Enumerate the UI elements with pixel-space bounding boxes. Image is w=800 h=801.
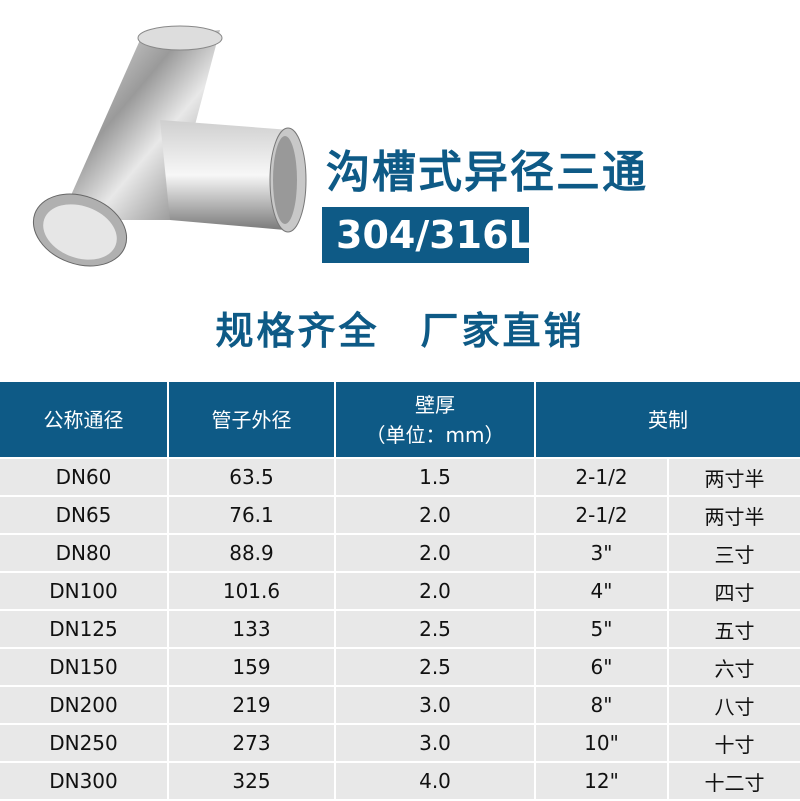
- table-cell: 四寸: [667, 571, 800, 611]
- table-cell: 十寸: [667, 723, 800, 763]
- table-cell: 4.0: [334, 761, 536, 801]
- table-cell: 133: [167, 609, 336, 649]
- table-cell: DN125: [0, 609, 169, 649]
- table-cell: 3": [534, 533, 669, 573]
- table-row: DN300 325 4.0 12" 十二寸: [0, 761, 800, 801]
- table-cell: DN100: [0, 571, 169, 611]
- table-row: DN200 219 3.0 8" 八寸: [0, 685, 800, 725]
- table-cell: 2.0: [334, 495, 536, 535]
- table-cell: 219: [167, 685, 336, 725]
- table-cell: 88.9: [167, 533, 336, 573]
- table-cell: 2.5: [334, 609, 536, 649]
- header-imperial: 英制: [534, 382, 800, 459]
- table-cell: DN250: [0, 723, 169, 763]
- table-cell: 6": [534, 647, 669, 687]
- table-cell: 十二寸: [667, 761, 800, 801]
- slogan: 规格齐全 厂家直销: [215, 309, 585, 353]
- table-cell: 5": [534, 609, 669, 649]
- table-cell: 两寸半: [667, 457, 800, 497]
- table-row: DN65 76.1 2.0 2-1/2 两寸半: [0, 495, 800, 535]
- table-cell: DN80: [0, 533, 169, 573]
- table-cell: DN60: [0, 457, 169, 497]
- table-cell: 63.5: [167, 457, 336, 497]
- table-cell: 2-1/2: [534, 495, 669, 535]
- product-title: 沟槽式异径三通: [326, 147, 648, 198]
- table-row: DN250 273 3.0 10" 十寸: [0, 723, 800, 763]
- table-header-row: 公称通径 管子外径 壁厚 （单位：mm） 英制: [0, 382, 800, 459]
- table-cell: DN300: [0, 761, 169, 801]
- table-row: DN80 88.9 2.0 3" 三寸: [0, 533, 800, 573]
- table-cell: 3.0: [334, 723, 536, 763]
- table-cell: 五寸: [667, 609, 800, 649]
- header-nominal-diameter: 公称通径: [0, 382, 169, 459]
- table-cell: 273: [167, 723, 336, 763]
- table-cell: 4": [534, 571, 669, 611]
- table-row: DN100 101.6 2.0 4" 四寸: [0, 571, 800, 611]
- table-cell: 六寸: [667, 647, 800, 687]
- table-cell: DN150: [0, 647, 169, 687]
- table-row: DN150 159 2.5 6" 六寸: [0, 647, 800, 687]
- header-outer-diameter: 管子外径: [167, 382, 336, 459]
- table-cell: 两寸半: [667, 495, 800, 535]
- table-cell: 8": [534, 685, 669, 725]
- spec-table: 公称通径 管子外径 壁厚 （单位：mm） 英制 DN60 63.5 1.5 2-1/2 两…: [0, 382, 800, 801]
- table-cell: 三寸: [667, 533, 800, 573]
- table-cell: 2.0: [334, 571, 536, 611]
- table-cell: DN200: [0, 685, 169, 725]
- table-cell: DN65: [0, 495, 169, 535]
- table-cell: 2.5: [334, 647, 536, 687]
- table-cell: 1.5: [334, 457, 536, 497]
- header-wall-thickness: 壁厚 （单位：mm）: [334, 382, 536, 459]
- table-cell: 12": [534, 761, 669, 801]
- table-cell: 八寸: [667, 685, 800, 725]
- table-cell: 76.1: [167, 495, 336, 535]
- table-cell: 325: [167, 761, 336, 801]
- tee-pipe-image: [32, 25, 307, 267]
- material-badge: 304/316L: [322, 207, 533, 263]
- table-cell: 10": [534, 723, 669, 763]
- table-cell: 2-1/2: [534, 457, 669, 497]
- table-cell: 2.0: [334, 533, 536, 573]
- table-row: DN60 63.5 1.5 2-1/2 两寸半: [0, 457, 800, 497]
- table-cell: 159: [167, 647, 336, 687]
- table-row: DN125 133 2.5 5" 五寸: [0, 609, 800, 649]
- table-cell: 101.6: [167, 571, 336, 611]
- table-cell: 3.0: [334, 685, 536, 725]
